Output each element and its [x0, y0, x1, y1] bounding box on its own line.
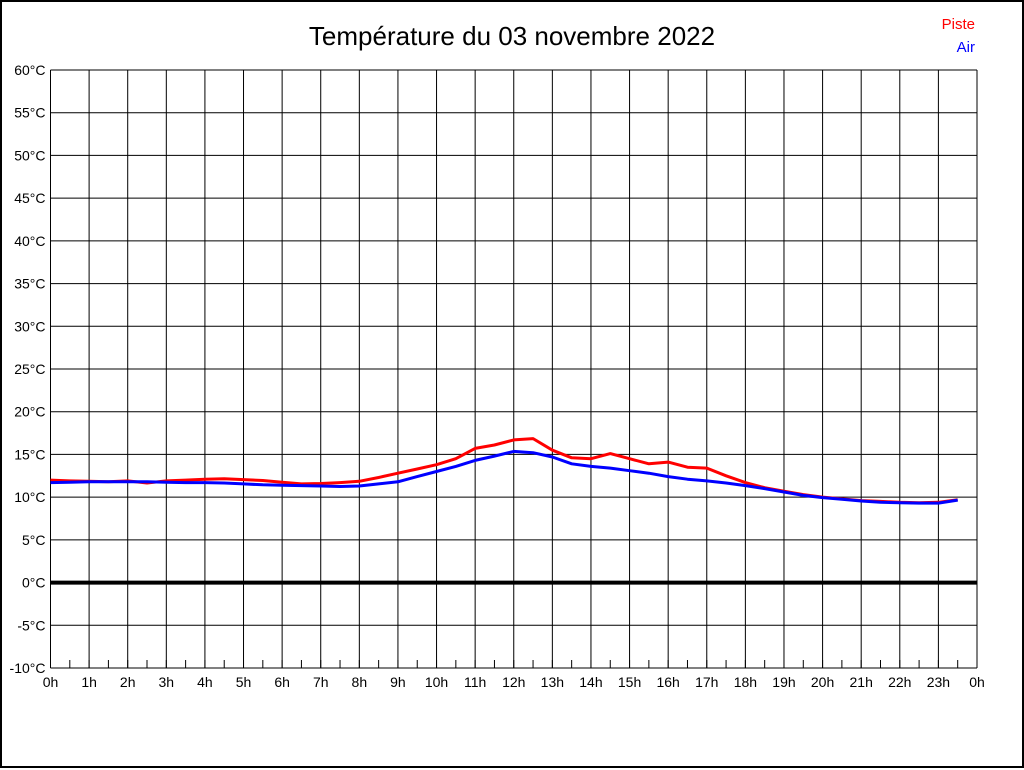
x-tick-label: 13h — [541, 674, 564, 690]
x-tick-label: 9h — [390, 674, 406, 690]
y-tick-label: 20°C — [14, 404, 45, 420]
x-tick-label: 2h — [120, 674, 136, 690]
x-tick-label: 0h — [43, 674, 59, 690]
legend-item-piste: Piste — [941, 16, 975, 33]
y-tick-label: -5°C — [17, 617, 45, 633]
x-tick-label: 15h — [618, 674, 641, 690]
x-tick-label: 1h — [81, 674, 97, 690]
y-tick-label: 60°C — [14, 62, 45, 78]
legend-item-air: Air — [956, 39, 975, 56]
x-tick-label: 22h — [888, 674, 911, 690]
x-tick-label: 18h — [734, 674, 757, 690]
x-tick-label: 0h — [969, 674, 985, 690]
y-tick-label: 55°C — [14, 105, 45, 121]
legend: Piste Air — [942, 13, 975, 59]
y-tick-label: 45°C — [14, 190, 45, 206]
x-tick-label: 23h — [927, 674, 950, 690]
y-tick-label: -10°C — [10, 660, 46, 676]
x-tick-label: 8h — [352, 674, 368, 690]
x-tick-label: 4h — [197, 674, 213, 690]
y-tick-label: 0°C — [22, 575, 46, 591]
x-tick-label: 21h — [850, 674, 873, 690]
y-tick-label: 15°C — [14, 446, 45, 462]
y-tick-label: 5°C — [22, 532, 46, 548]
y-tick-label: 25°C — [14, 361, 45, 377]
y-tick-label: 10°C — [14, 489, 45, 505]
x-tick-label: 7h — [313, 674, 329, 690]
series-line-piste — [50, 437, 958, 505]
x-tick-label: 16h — [656, 674, 679, 690]
x-tick-label: 11h — [464, 674, 486, 690]
y-tick-label: 35°C — [14, 276, 45, 292]
x-tick-label: 14h — [579, 674, 602, 690]
series-line-air — [50, 449, 958, 505]
x-tick-label: 6h — [274, 674, 290, 690]
x-tick-label: 10h — [425, 674, 448, 690]
chart-title: Température du 03 novembre 2022 — [308, 21, 716, 51]
y-tick-label: 50°C — [14, 147, 45, 163]
x-tick-label: 19h — [772, 674, 795, 690]
y-tick-label: 40°C — [14, 233, 45, 249]
x-tick-label: 12h — [502, 674, 525, 690]
x-tick-label: 5h — [236, 674, 252, 690]
x-tick-label: 17h — [695, 674, 718, 690]
x-tick-label: 20h — [811, 674, 834, 690]
y-tick-label: 30°C — [14, 318, 45, 334]
x-tick-label: 3h — [159, 674, 175, 690]
